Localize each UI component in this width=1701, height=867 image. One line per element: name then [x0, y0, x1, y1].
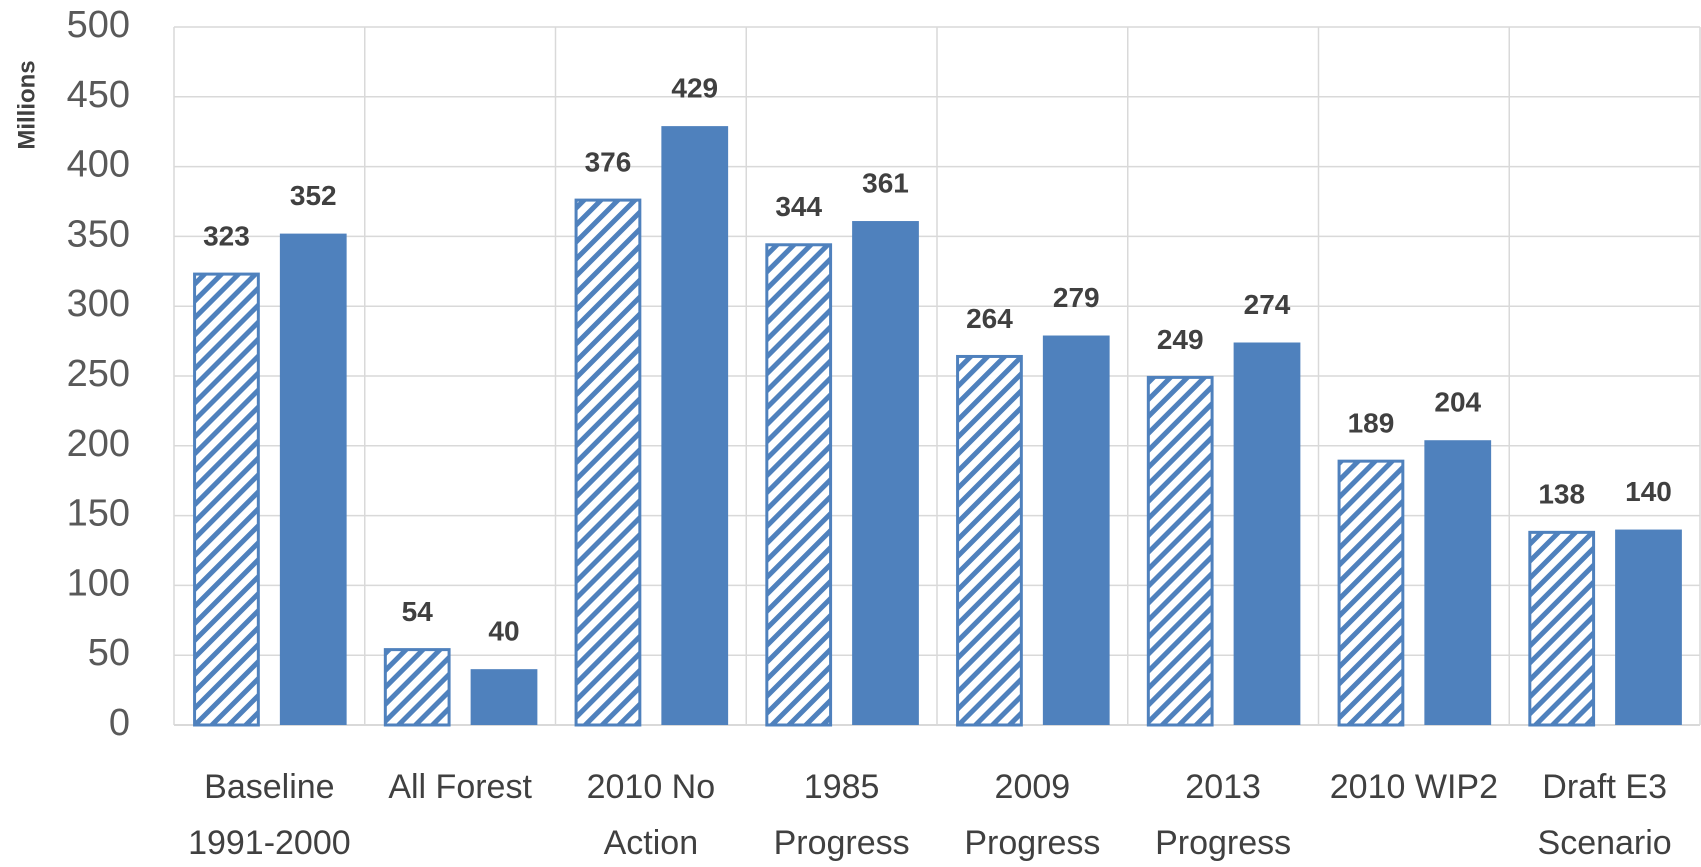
y-tick-label: 250 [67, 353, 130, 395]
bar [383, 648, 451, 727]
bar [279, 233, 347, 725]
value-label: 352 [290, 180, 337, 211]
x-tick-label: Draft E3 [1542, 768, 1667, 806]
value-label: 274 [1244, 289, 1291, 320]
x-tick-label: Progress [1155, 824, 1291, 862]
bar [765, 243, 833, 727]
value-label: 264 [966, 303, 1013, 334]
x-tick-label: Action [604, 824, 699, 862]
bar [661, 126, 729, 726]
value-label: 40 [488, 616, 519, 647]
bar [1528, 530, 1596, 727]
value-label: 344 [775, 191, 822, 222]
y-tick-label: 300 [67, 283, 130, 325]
y-tick-label: 450 [67, 74, 130, 116]
x-tick-label: 1991-2000 [188, 824, 351, 862]
bar [470, 669, 538, 725]
y-tick-label: 50 [88, 632, 130, 674]
x-tick-label: 2010 WIP2 [1330, 768, 1498, 806]
y-tick-label: 500 [67, 4, 130, 46]
y-tick-label: 350 [67, 213, 130, 255]
bar [1424, 440, 1492, 725]
value-label: 323 [203, 220, 250, 251]
x-tick-label: 2013 [1185, 768, 1261, 806]
value-label: 204 [1434, 387, 1481, 418]
x-tick-label: Baseline [204, 768, 334, 806]
x-tick-label: 1985 [804, 768, 880, 806]
value-label: 429 [671, 73, 718, 104]
bar [193, 272, 260, 727]
y-tick-label: 100 [67, 562, 130, 604]
bar [1233, 342, 1301, 725]
y-tick-label: 0 [109, 702, 130, 744]
value-label: 361 [862, 167, 909, 198]
value-label: 249 [1157, 324, 1204, 355]
x-tick-label: All Forest [388, 768, 532, 806]
x-tick-label: Progress [774, 824, 910, 862]
y-tick-label: 400 [67, 144, 130, 186]
y-axis-title: Millions [13, 60, 40, 149]
value-label: 138 [1538, 479, 1585, 510]
value-label: 140 [1625, 476, 1672, 507]
bar [1337, 459, 1405, 727]
value-label: 376 [585, 146, 632, 177]
bar [1042, 335, 1110, 725]
x-tick-label: Progress [964, 824, 1100, 862]
bar [1146, 375, 1214, 727]
bar [852, 221, 919, 725]
bar [1615, 529, 1682, 725]
value-label: 189 [1348, 408, 1395, 439]
bar [574, 198, 642, 727]
bar [956, 354, 1023, 727]
x-tick-label: 2009 [995, 768, 1071, 806]
x-tick-label: Scenario [1538, 824, 1672, 862]
value-label: 279 [1053, 282, 1100, 313]
y-tick-label: 200 [67, 423, 130, 465]
y-tick-label: 150 [67, 493, 130, 535]
x-tick-label: 2010 No [587, 768, 716, 806]
value-label: 54 [402, 596, 434, 627]
